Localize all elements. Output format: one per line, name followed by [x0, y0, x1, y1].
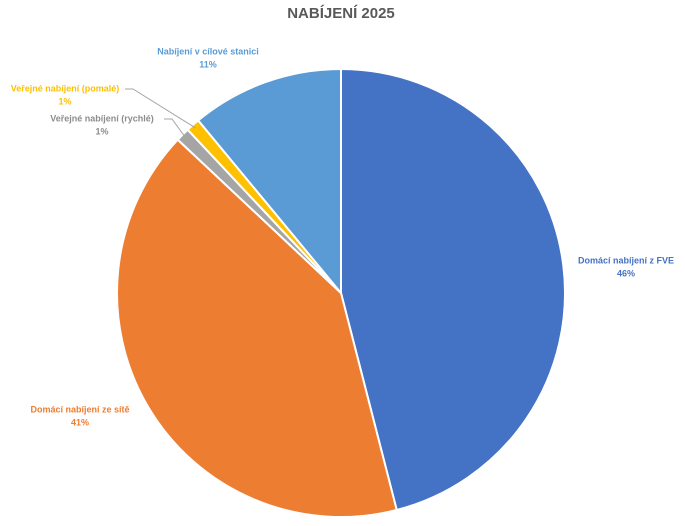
slice-label: Veřejné nabíjení (pomalé) — [11, 83, 120, 93]
slice-value: 41% — [71, 417, 89, 427]
pie-slice — [116, 138, 398, 518]
pie-slice — [196, 67, 342, 296]
slice-label: Domácí nabíjení z FVE — [578, 255, 674, 265]
leader-line — [125, 88, 196, 129]
chart-title: NABÍJENÍ 2025 — [287, 5, 395, 22]
pie-slice — [340, 67, 566, 512]
slice-label: Domácí nabíjení ze sítě — [30, 404, 129, 414]
slice-label: Veřejné nabíjení (rychlé) — [50, 113, 154, 123]
slice-label: Nabíjení v cílové stanici — [157, 46, 259, 56]
slice-value: 1% — [95, 126, 108, 136]
leader-line — [164, 118, 186, 138]
slice-value: 1% — [58, 96, 71, 106]
slice-value: 11% — [199, 59, 217, 69]
slice-value: 46% — [617, 268, 635, 278]
